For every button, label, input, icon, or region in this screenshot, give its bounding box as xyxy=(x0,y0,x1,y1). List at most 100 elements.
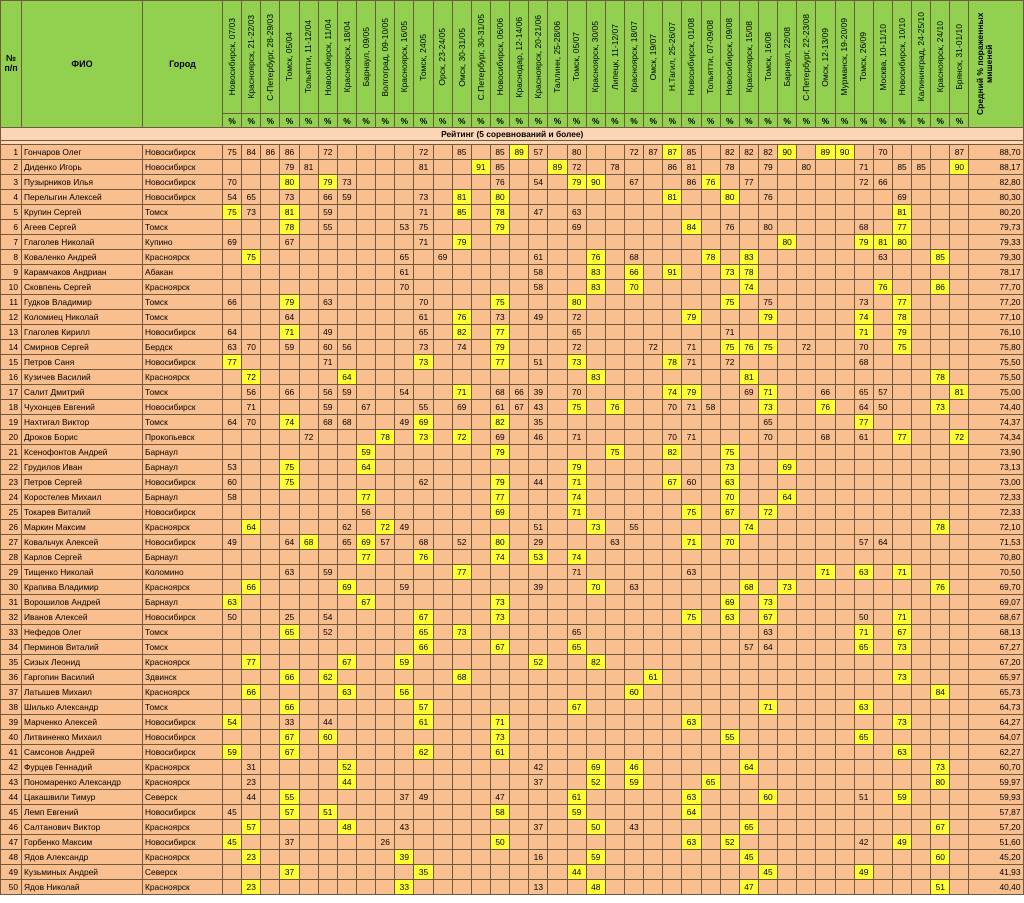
score-cell xyxy=(375,624,396,640)
score-cell: 77 xyxy=(891,429,913,445)
score-cell: 86 xyxy=(260,144,281,160)
score-cell xyxy=(738,159,759,175)
score-cell xyxy=(911,429,932,445)
score-cell xyxy=(451,549,472,565)
score-cell xyxy=(547,219,568,235)
score-cell xyxy=(681,879,702,895)
score-cell: 49 xyxy=(891,834,913,850)
score-cell xyxy=(853,669,874,685)
score-cell: 85 xyxy=(451,144,472,160)
score-cell: 69 xyxy=(585,759,606,775)
score-cell xyxy=(432,384,453,400)
score-cell xyxy=(738,699,759,715)
event-header: Красноярск, 18/04 xyxy=(336,0,357,114)
score-cell: 85 xyxy=(489,144,511,160)
score-cell: 78 xyxy=(930,369,951,385)
athlete-name: Чухонцев Евгений xyxy=(21,399,143,415)
score-cell xyxy=(719,624,740,640)
score-cell xyxy=(623,654,645,670)
score-cell xyxy=(432,294,453,310)
score-cell: 68 xyxy=(336,414,357,430)
score-cell: 26 xyxy=(375,834,396,850)
score-cell: 54 xyxy=(394,384,415,400)
score-cell xyxy=(355,414,377,430)
score-cell xyxy=(834,294,855,310)
score-cell xyxy=(470,609,491,625)
score-cell xyxy=(949,789,970,805)
score-cell xyxy=(911,519,932,535)
score-cell xyxy=(317,759,338,775)
score-cell: 72 xyxy=(566,309,587,325)
score-cell xyxy=(949,324,970,340)
score-cell xyxy=(298,609,319,625)
score-cell xyxy=(834,504,855,520)
score-cell: 71 xyxy=(757,384,779,400)
score-cell xyxy=(451,864,472,880)
score-cell xyxy=(623,639,645,655)
score-cell xyxy=(700,219,721,235)
score-cell xyxy=(738,219,759,235)
score-cell xyxy=(298,594,319,610)
score-cell xyxy=(738,834,759,850)
athlete-name: Крапива Владимир xyxy=(21,579,143,595)
score-cell xyxy=(604,384,625,400)
score-cell: 78 xyxy=(738,264,759,280)
score-cell xyxy=(279,579,300,595)
col-header-average: Средний % пораженных мишеней xyxy=(968,0,1024,128)
score-cell xyxy=(815,369,836,385)
score-cell: 67 xyxy=(355,594,377,610)
score-cell xyxy=(796,849,817,865)
score-cell: 37 xyxy=(279,864,300,880)
score-cell xyxy=(719,819,740,835)
score-cell xyxy=(375,684,396,700)
score-cell xyxy=(623,369,645,385)
score-cell: 71 xyxy=(566,564,587,580)
score-cell: 71 xyxy=(241,399,262,415)
percent-header: % xyxy=(489,113,511,128)
score-cell xyxy=(528,804,549,820)
score-cell: 79 xyxy=(489,474,511,490)
score-cell xyxy=(796,609,817,625)
table-row: 47 Горбенко Максим Новосибирск 45 37 26 50 63 52… xyxy=(0,834,1024,850)
score-cell: 77 xyxy=(853,414,874,430)
score-cell xyxy=(949,414,970,430)
table-row: 2 Диденко Игорь Новосибирск 79 81 81 91 85 89 72 7… xyxy=(0,159,1024,175)
table-row: 24 Коростелев Михаил Барнаул 58 77 77 74 70 64 72… xyxy=(0,489,1024,505)
score-cell xyxy=(872,429,893,445)
score-cell xyxy=(757,654,779,670)
score-cell xyxy=(738,444,759,460)
score-cell xyxy=(432,159,453,175)
score-cell: 71 xyxy=(681,429,702,445)
score-cell xyxy=(891,549,913,565)
score-cell xyxy=(796,804,817,820)
event-header-label: Красноярск, 21-22/03 xyxy=(245,15,256,99)
event-header: Новосибирск, 10/10 xyxy=(891,0,913,114)
athlete-city: Томск xyxy=(142,204,223,220)
event-header: Краснодар, 12-14/06 xyxy=(509,0,530,114)
score-cell xyxy=(911,234,932,250)
score-cell: 59 xyxy=(221,744,243,760)
score-cell: 71 xyxy=(681,534,702,550)
score-cell: 75 xyxy=(413,219,434,235)
score-cell xyxy=(509,819,530,835)
score-cell xyxy=(375,399,396,415)
score-cell xyxy=(547,879,568,895)
score-cell: 76 xyxy=(815,399,836,415)
score-cell xyxy=(891,804,913,820)
score-cell xyxy=(260,759,281,775)
score-cell xyxy=(355,834,377,850)
score-cell xyxy=(949,849,970,865)
score-cell xyxy=(623,729,645,745)
score-cell: 71 xyxy=(853,159,874,175)
score-cell xyxy=(336,879,357,895)
score-cell: 65 xyxy=(738,819,759,835)
athlete-city: Томск xyxy=(142,219,223,235)
score-cell xyxy=(623,489,645,505)
score-cell: 71 xyxy=(451,384,472,400)
score-cell: 67 xyxy=(355,399,377,415)
score-cell xyxy=(375,444,396,460)
score-cell: 39 xyxy=(528,384,549,400)
score-cell xyxy=(355,624,377,640)
score-cell xyxy=(432,279,453,295)
score-cell xyxy=(930,144,951,160)
